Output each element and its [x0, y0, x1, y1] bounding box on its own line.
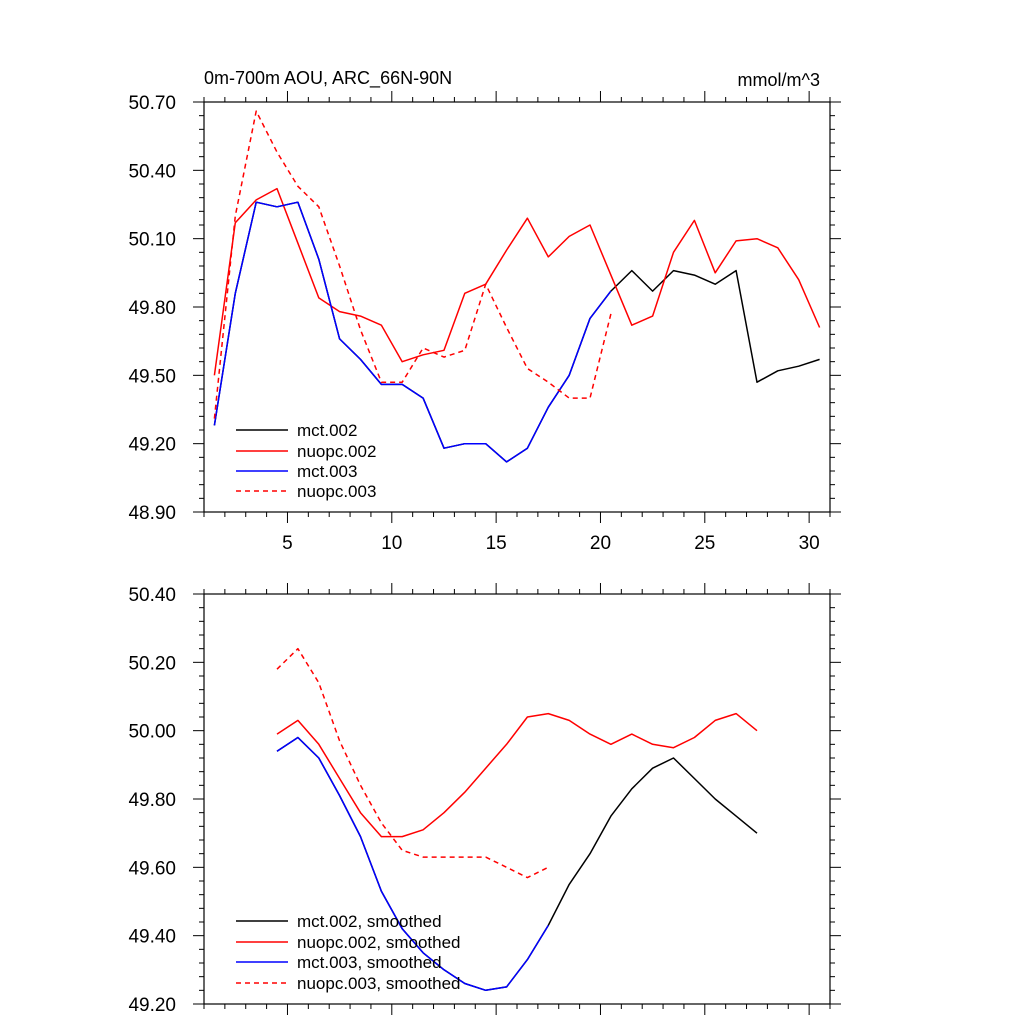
- legend-label: mct.002, smoothed: [297, 912, 442, 931]
- y-tick-label: 49.20: [128, 995, 176, 1016]
- y-tick-label: 50.10: [128, 230, 176, 251]
- series-line-nuopc-002-smoothed: [276, 712, 758, 838]
- legend-label: mct.003, smoothed: [297, 953, 442, 972]
- series-layer: [276, 647, 758, 992]
- legend: mct.002 nuopc.002 mct.003 nuopc.003: [236, 421, 376, 501]
- chart-panel-top: 0m-700m AOU, ARC_66N-90N mmol/m^3 5 10 15 2…: [128, 68, 841, 554]
- series-line-nuopc-002: [213, 187, 821, 376]
- legend-label: mct.003: [297, 462, 357, 481]
- chart-units: mmol/m^3: [738, 70, 820, 90]
- y-tick-label: 49.40: [128, 927, 176, 948]
- y-tick-label: 50.40: [128, 585, 176, 606]
- x-tick-label: 15: [486, 533, 507, 554]
- legend-label: nuopc.003, smoothed: [297, 974, 461, 993]
- legend-label: nuopc.003: [297, 482, 376, 501]
- y-tick-label: 49.60: [128, 858, 176, 879]
- x-tick-label: 25: [694, 533, 715, 554]
- x-tick-label: 30: [799, 533, 820, 554]
- series-line-mct-003-smoothed: [276, 736, 549, 992]
- series-line-nuopc-003: [213, 110, 612, 419]
- y-tick-label: 48.90: [128, 503, 176, 524]
- series-line-nuopc-003-smoothed: [276, 647, 549, 879]
- y-tick-label: 50.70: [128, 93, 176, 114]
- axis-ticks: 49.20 49.40 49.60 49.80 50.00 50.20 50.40: [128, 583, 841, 1016]
- series-layer: [213, 110, 821, 463]
- y-tick-label: 49.50: [128, 366, 176, 387]
- chart-title: 0m-700m AOU, ARC_66N-90N: [204, 68, 452, 89]
- x-tick-label: 5: [282, 533, 293, 554]
- y-tick-label: 50.00: [128, 722, 176, 743]
- legend: mct.002, smoothed nuopc.002, smoothed mc…: [236, 912, 461, 993]
- y-tick-label: 50.20: [128, 653, 176, 674]
- y-tick-label: 49.20: [128, 435, 176, 456]
- series-line-mct-003: [213, 201, 612, 463]
- chart-panel-bottom: 49.20 49.40 49.60 49.80 50.00 50.20 50.40 mct.…: [128, 583, 841, 1016]
- x-tick-label: 20: [590, 533, 611, 554]
- legend-label: nuopc.002: [297, 442, 376, 461]
- legend-label: nuopc.002, smoothed: [297, 933, 461, 952]
- y-tick-label: 49.80: [128, 298, 176, 319]
- y-tick-label: 50.40: [128, 161, 176, 182]
- y-tick-label: 49.80: [128, 790, 176, 811]
- x-tick-label: 10: [381, 533, 402, 554]
- axis-ticks: 5 10 15 20 25 30 48.90 49.20 49.50 49.80 50.10 50.4…: [128, 91, 841, 554]
- legend-label: mct.002: [297, 421, 357, 440]
